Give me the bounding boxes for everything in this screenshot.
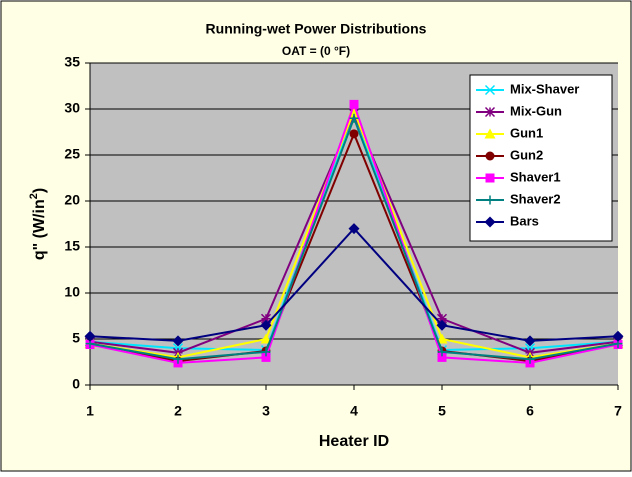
- marker: [173, 354, 183, 364]
- y-tick-label: 35: [64, 54, 80, 70]
- x-tick-label: 6: [526, 403, 534, 419]
- y-tick-label: 25: [64, 146, 80, 162]
- legend-label: Gun1: [510, 125, 543, 140]
- y-tick-label: 30: [64, 100, 80, 116]
- marker: [484, 106, 496, 118]
- marker: [612, 330, 624, 342]
- chart-title: Running-wet Power Distributions: [206, 21, 427, 37]
- y-label-sup: 2: [28, 193, 40, 199]
- marker: [485, 195, 495, 205]
- marker: [484, 216, 496, 228]
- marker: [485, 173, 495, 183]
- legend-label: Gun2: [510, 147, 543, 162]
- y-label-text: q" (W/in: [31, 199, 48, 260]
- x-axis-label: Heater ID: [319, 433, 389, 450]
- marker: [349, 99, 359, 109]
- marker: [525, 354, 535, 364]
- marker: [260, 319, 272, 331]
- marker: [485, 151, 495, 161]
- marker: [437, 347, 447, 357]
- chart-subtitle: OAT = (0 °F): [282, 44, 350, 58]
- legend-label: Shaver2: [510, 191, 561, 206]
- y-axis-label: q" (W/in2): [28, 188, 48, 260]
- marker: [437, 352, 447, 362]
- marker: [436, 313, 448, 324]
- x-tick-label: 2: [174, 403, 182, 419]
- y-label-after: ): [31, 188, 48, 193]
- y-tick-label: 20: [64, 192, 80, 208]
- x-tick-label: 4: [350, 403, 358, 419]
- marker: [260, 313, 272, 324]
- marker: [349, 113, 359, 123]
- x-tick-label: 7: [614, 403, 622, 419]
- marker: [436, 319, 448, 331]
- legend-label: Bars: [510, 213, 539, 228]
- y-tick-label: 15: [64, 238, 80, 254]
- x-tick-label: 1: [86, 403, 94, 419]
- marker: [484, 84, 496, 96]
- legend-label: Mix-Gun: [510, 103, 562, 118]
- legend-label: Shaver1: [510, 169, 561, 184]
- marker: [436, 333, 448, 344]
- marker: [172, 335, 184, 347]
- x-tick-label: 5: [438, 403, 446, 419]
- y-tick-label: 10: [64, 284, 80, 300]
- marker: [349, 129, 359, 139]
- marker: [484, 128, 496, 139]
- y-tick-label: 0: [72, 376, 80, 392]
- marker: [260, 333, 272, 344]
- legend-label: Mix-Shaver: [510, 81, 579, 96]
- marker: [84, 330, 96, 342]
- marker: [348, 223, 360, 235]
- x-tick-label: 3: [262, 403, 270, 419]
- marker: [261, 347, 271, 357]
- marker: [524, 335, 536, 347]
- marker: [261, 352, 271, 362]
- y-tick-label: 5: [72, 330, 80, 346]
